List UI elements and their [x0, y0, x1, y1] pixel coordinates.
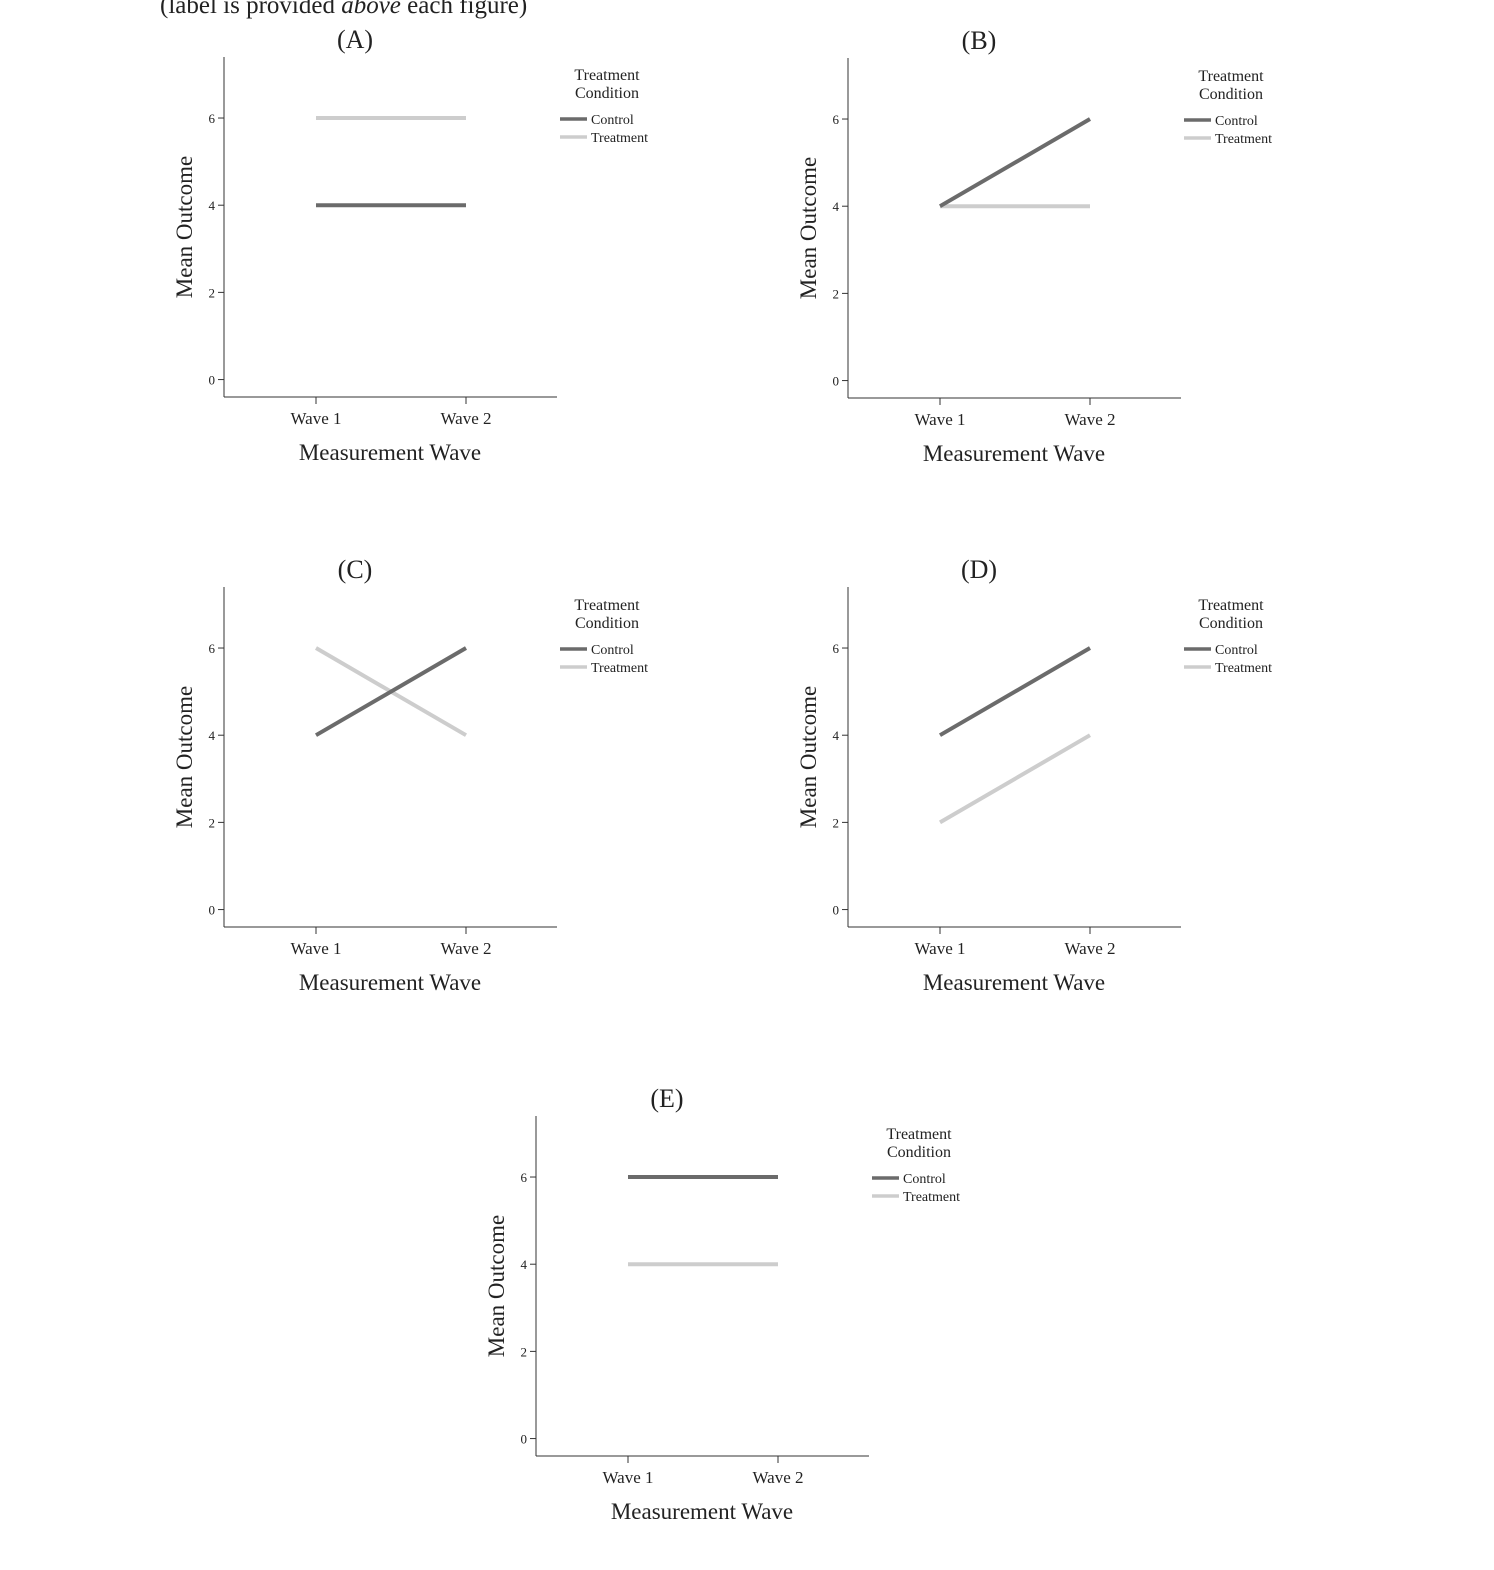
- x-tick-label: Wave 1: [914, 410, 965, 429]
- legend-label-control: Control: [903, 1172, 946, 1187]
- chart-title: (E): [650, 1084, 683, 1113]
- y-tick-label: 0: [209, 373, 216, 388]
- x-tick-label: Wave 1: [290, 409, 341, 428]
- legend-label-control: Control: [591, 643, 634, 658]
- x-tick-label: Wave 2: [440, 939, 491, 958]
- y-axis-label: Mean Outcome: [172, 156, 197, 298]
- legend-label-treatment: Treatment: [591, 661, 648, 676]
- series-line-control: [938, 117, 1092, 208]
- y-tick-label: 0: [833, 374, 840, 389]
- legend-title-line2: Condition: [575, 85, 639, 102]
- x-tick-label: Wave 2: [1064, 410, 1115, 429]
- chart-title: (B): [962, 26, 997, 55]
- y-tick-label: 4: [209, 728, 216, 743]
- legend-title-line2: Condition: [1199, 615, 1263, 632]
- x-axis-label: Measurement Wave: [611, 1499, 793, 1524]
- y-tick-label: 2: [833, 286, 840, 301]
- y-axis-label: Mean Outcome: [796, 157, 821, 299]
- y-axis-label: Mean Outcome: [172, 686, 197, 828]
- legend-title-line2: Condition: [575, 615, 639, 632]
- legend-title-line2: Condition: [887, 1144, 951, 1161]
- y-tick-label: 6: [209, 111, 216, 126]
- x-axis-label: Measurement Wave: [299, 970, 481, 995]
- legend-label-control: Control: [591, 113, 634, 128]
- x-tick-label: Wave 1: [914, 939, 965, 958]
- legend-title-line1: Treatment: [1198, 597, 1264, 614]
- series-line-control: [938, 646, 1092, 737]
- x-tick-label: Wave 2: [440, 409, 491, 428]
- y-tick-label: 4: [833, 199, 840, 214]
- caption-text-after: each figure): [401, 0, 527, 19]
- series-line-treatment: [938, 733, 1092, 825]
- y-tick-label: 4: [833, 728, 840, 743]
- x-axis-label: Measurement Wave: [923, 441, 1105, 466]
- y-axis-label: Mean Outcome: [796, 686, 821, 828]
- caption-text-before: (label is provided: [160, 0, 341, 19]
- y-tick-label: 4: [521, 1257, 528, 1272]
- chart-e: (E) 0 2 4 6 Wave 1 Wave 2 Measurement Wave Mean …: [484, 1084, 960, 1524]
- y-tick-label: 6: [521, 1170, 528, 1185]
- chart-b: (B) 0 2 4 6 Wave 1 Wave 2 Measurement Wave Mean …: [796, 26, 1272, 466]
- legend-title-line2: Condition: [1199, 86, 1263, 103]
- y-tick-label: 6: [833, 641, 840, 656]
- x-tick-label: Wave 1: [602, 1468, 653, 1487]
- charts-group: (A) 0 2 4 6 Wave 1 Wave 2 Measurement Wave Mean …: [172, 25, 1272, 1524]
- y-tick-label: 0: [209, 903, 216, 918]
- chart-d: (D) 0 2 4 6 Wave 1 Wave 2 Measurement Wave Mean …: [796, 555, 1272, 995]
- y-axis-label: Mean Outcome: [484, 1215, 509, 1357]
- y-tick-label: 6: [209, 641, 216, 656]
- x-tick-label: Wave 2: [752, 1468, 803, 1487]
- x-axis-label: Measurement Wave: [299, 440, 481, 465]
- legend-label-control: Control: [1215, 114, 1258, 129]
- legend-title-line1: Treatment: [886, 1126, 952, 1143]
- legend-title-line1: Treatment: [574, 67, 640, 84]
- legend-label-treatment: Treatment: [1215, 661, 1272, 676]
- chart-title: (D): [961, 555, 997, 584]
- chart-c: (C) 0 2 4 6 Wave 1 Wave 2 Measurement Wave Mean …: [172, 555, 648, 995]
- caption-text-italic: above: [341, 0, 401, 19]
- chart-title: (C): [338, 555, 373, 584]
- y-tick-label: 0: [833, 903, 840, 918]
- y-tick-label: 2: [209, 285, 216, 300]
- legend-label-treatment: Treatment: [591, 131, 648, 146]
- legend-title-line1: Treatment: [574, 597, 640, 614]
- y-tick-label: 0: [521, 1432, 528, 1447]
- x-tick-label: Wave 2: [1064, 939, 1115, 958]
- y-tick-label: 2: [833, 815, 840, 830]
- legend-label-treatment: Treatment: [903, 1190, 960, 1205]
- x-axis-label: Measurement Wave: [923, 970, 1105, 995]
- x-tick-label: Wave 1: [290, 939, 341, 958]
- chart-a: (A) 0 2 4 6 Wave 1 Wave 2 Measurement Wave Mean …: [172, 25, 648, 465]
- y-tick-label: 6: [833, 112, 840, 127]
- legend-label-treatment: Treatment: [1215, 132, 1272, 147]
- legend-title-line1: Treatment: [1198, 68, 1264, 85]
- chart-title: (A): [337, 25, 373, 54]
- y-tick-label: 4: [209, 198, 216, 213]
- y-tick-label: 2: [209, 815, 216, 830]
- figure-caption: (label is provided above each figure): [160, 0, 527, 19]
- y-tick-label: 2: [521, 1344, 528, 1359]
- legend-label-control: Control: [1215, 643, 1258, 658]
- series-line-control: [314, 646, 468, 737]
